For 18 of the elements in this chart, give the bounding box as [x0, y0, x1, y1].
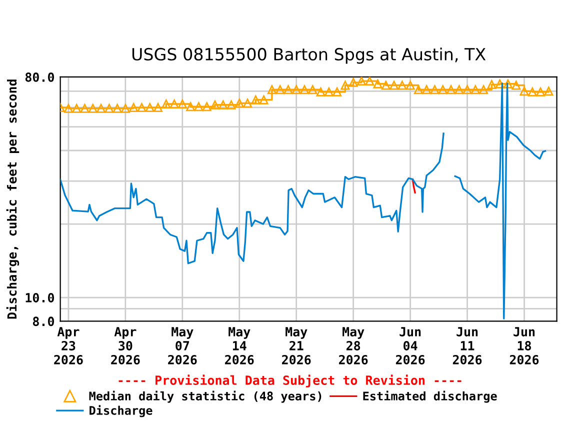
chart-title: USGS 08155500 Barton Spgs at Austin, TX	[132, 48, 486, 64]
y-tick-label: 10.0	[26, 293, 54, 302]
text: ---- Provisional Data Subject to Revision ----	[118, 374, 462, 388]
y-axis-title: Discharge, cubic feet per second	[6, 80, 20, 319]
y-tick-label: 8.0	[32, 316, 54, 326]
x-tick-label: Jun 18 2026	[510, 327, 539, 364]
x-tick-label: Apr 23 2026	[54, 327, 83, 364]
y-tick-label: 80.0	[25, 72, 54, 82]
x-tick-label: May 21 2026	[282, 327, 311, 364]
x-tick-label: Jun 11 2026	[452, 327, 482, 364]
x-tick-label: May 07 2026	[168, 327, 197, 364]
x-tick-label: May 28 2026	[338, 327, 368, 364]
x-tick-label: Apr 30 2026	[111, 327, 140, 364]
x-tick-label: Jun 04 2026	[396, 327, 425, 364]
x-tick-label: May 14 2026	[225, 327, 254, 364]
legend-label: Discharge	[90, 405, 152, 418]
legend-label: Estimated discharge	[363, 390, 497, 403]
legend-label: Median daily statistic (48 years)	[89, 390, 322, 403]
